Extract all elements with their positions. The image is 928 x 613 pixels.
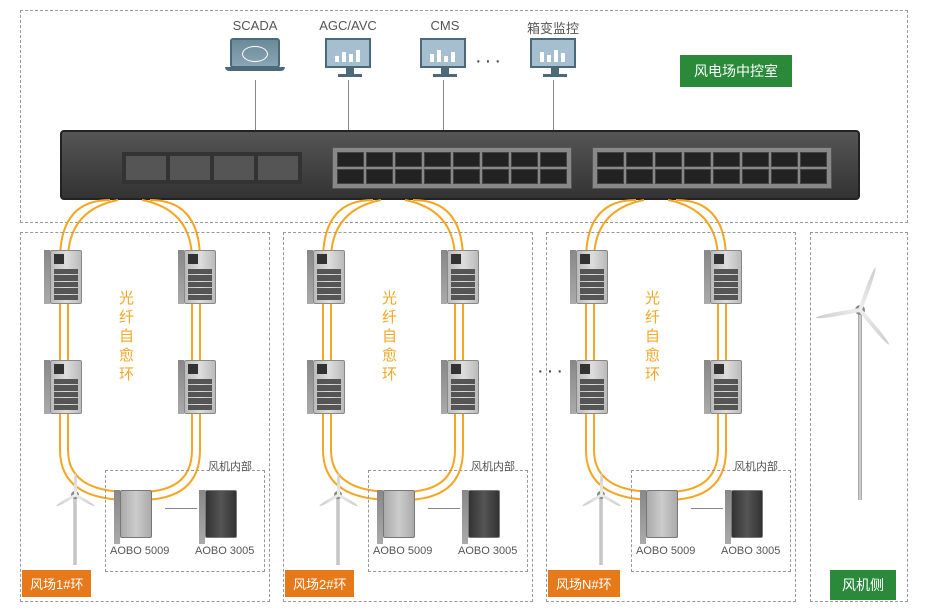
monitor-scada — [230, 38, 280, 78]
switch-r1-bl — [50, 360, 82, 414]
switch-r1-br — [184, 360, 216, 414]
label-scada: SCADA — [215, 18, 295, 33]
model-r2-2: AOBO 3005 — [458, 545, 517, 557]
switch-r1-tl — [50, 250, 82, 304]
badge-control-room: 风电场中控室 — [680, 55, 792, 87]
inner-label-3: 风机内部 — [734, 458, 778, 474]
switch-r2-tr — [447, 250, 479, 304]
conn-scada — [255, 80, 256, 130]
sub-switch-r1-1 — [120, 490, 152, 538]
model-r1-2: AOBO 3005 — [195, 545, 254, 557]
turbine-small-1 — [50, 480, 100, 565]
conn-box — [553, 80, 554, 130]
conn-sub-1 — [165, 508, 197, 509]
monitor-agc — [325, 38, 375, 78]
label-agc: AGC/AVC — [308, 18, 388, 33]
badge-turbine-side: 风机侧 — [830, 570, 896, 600]
monitor-cms — [420, 38, 470, 78]
turbine-small-2 — [313, 480, 363, 565]
ring-label-2: 光纤自愈环 — [378, 290, 399, 385]
switch-r3-tl — [576, 250, 608, 304]
conn-sub-2 — [428, 508, 460, 509]
inner-label-1: 风机内部 — [208, 458, 252, 474]
conn-cms — [443, 80, 444, 130]
model-r1-1: AOBO 5009 — [110, 545, 169, 557]
tag-ring-2: 风场2#环 — [285, 570, 354, 597]
switch-r2-bl — [313, 360, 345, 414]
model-r3-1: AOBO 5009 — [636, 545, 695, 557]
sub-switch-r2-1 — [383, 490, 415, 538]
sub-switch-r3-2 — [731, 490, 763, 538]
switch-r3-bl — [576, 360, 608, 414]
switch-r1-tr — [184, 250, 216, 304]
ring-label-3: 光纤自愈环 — [641, 290, 662, 385]
switch-r2-br — [447, 360, 479, 414]
tag-ring-1: 风场1#环 — [22, 570, 91, 597]
inner-label-2: 风机内部 — [471, 458, 515, 474]
switch-r2-tl — [313, 250, 345, 304]
model-r2-1: AOBO 5009 — [373, 545, 432, 557]
sub-switch-r2-2 — [468, 490, 500, 538]
sub-switch-r3-1 — [646, 490, 678, 538]
switch-r3-tr — [710, 250, 742, 304]
sub-switch-r1-2 — [205, 490, 237, 538]
turbine-large — [830, 280, 890, 500]
label-box: 箱变监控 — [513, 18, 593, 37]
label-cms: CMS — [405, 18, 485, 33]
dots-rings: ··· — [537, 360, 566, 383]
conn-agc — [348, 80, 349, 130]
monitor-box — [530, 38, 580, 78]
dots-monitors: ··· — [475, 50, 504, 73]
conn-sub-3 — [691, 508, 723, 509]
ring-label-1: 光纤自愈环 — [115, 290, 136, 385]
model-r3-2: AOBO 3005 — [721, 545, 780, 557]
rack-switch — [60, 130, 860, 200]
turbine-small-3 — [576, 480, 626, 565]
tag-ring-3: 风场N#环 — [548, 570, 620, 597]
switch-r3-br — [710, 360, 742, 414]
